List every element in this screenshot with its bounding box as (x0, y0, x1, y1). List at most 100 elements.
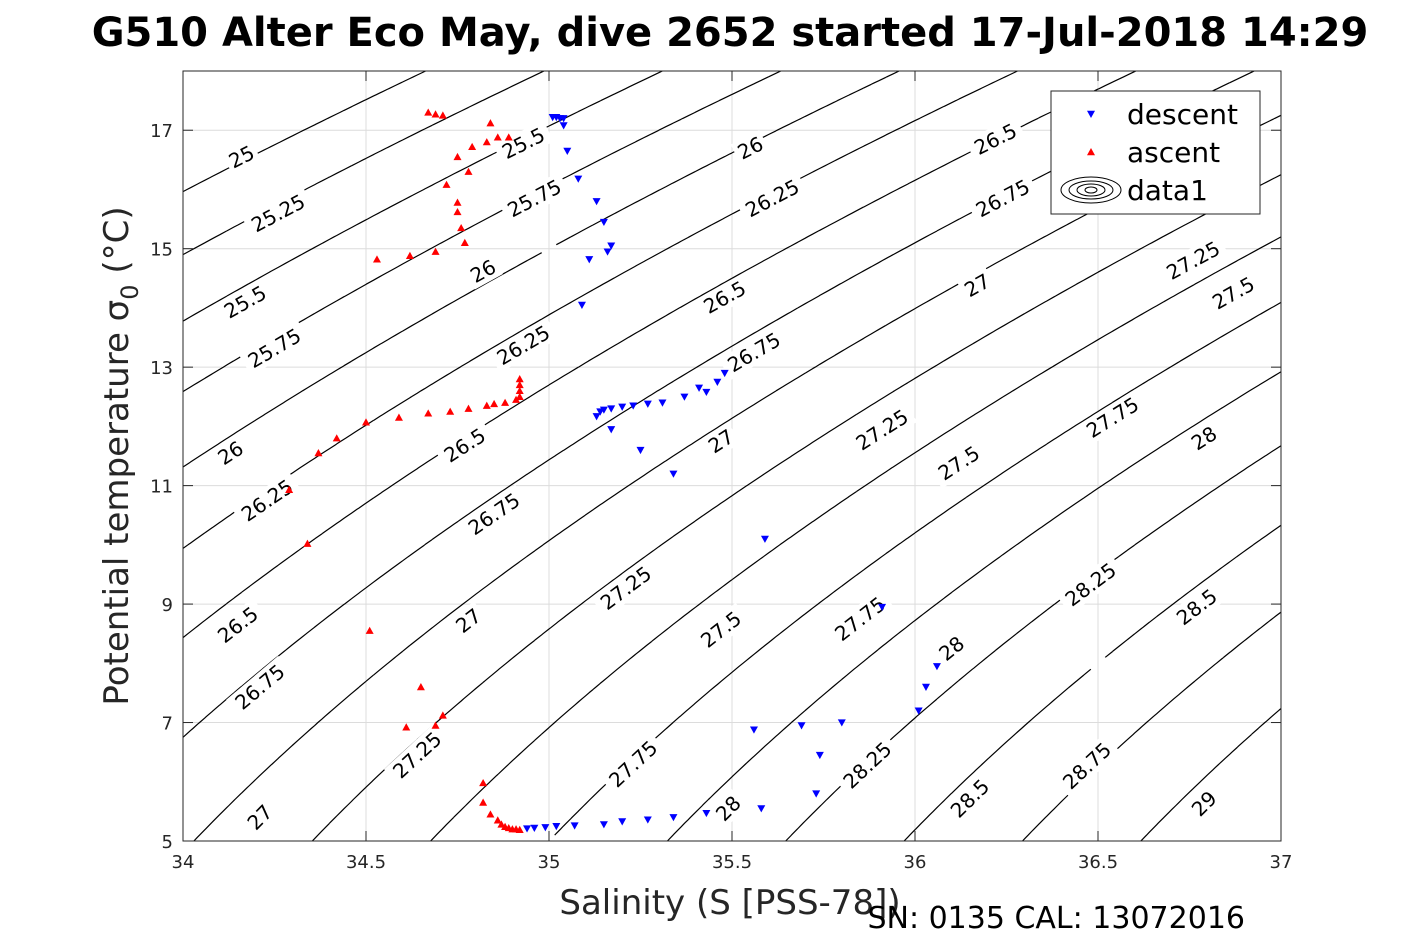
contour-label-bg (1167, 580, 1227, 634)
ascent-point (479, 798, 488, 806)
ascent-point (501, 398, 510, 406)
legend: descent ascent data1 (1050, 90, 1261, 215)
contour-label-bg (730, 130, 770, 166)
legend-label-descent: descent (1127, 98, 1238, 131)
contour-label-bg (208, 598, 268, 652)
density-contours: 2525.2525.525.752626.2526.526.752725.525… (182, 70, 1282, 842)
descent-point (932, 663, 941, 671)
contour-label-bg (846, 401, 918, 459)
legend-box (1050, 90, 1261, 215)
contour-label-bg (240, 797, 280, 838)
chart-title: G510 Alter Eco May, dive 2652 started 17… (92, 10, 1369, 56)
contour-label-bg (214, 277, 276, 327)
ascent-point (332, 434, 341, 442)
descent-point (636, 446, 645, 455)
descent-point (592, 198, 601, 206)
descent-point (702, 388, 711, 397)
contour-label-bg (434, 420, 495, 471)
contour-label-bg (957, 267, 998, 304)
descent-point (713, 378, 722, 386)
ascent-point (453, 152, 462, 161)
ascent-point (431, 247, 440, 255)
descent-point (815, 751, 824, 760)
ascent-point (446, 407, 455, 415)
descent-point (603, 248, 612, 256)
contour-label-bg (1203, 268, 1264, 318)
ascent-point (442, 180, 451, 188)
ascent-point (285, 485, 294, 493)
contour-label-bg (492, 120, 554, 167)
ascent-point (490, 399, 499, 408)
contour-label-bg (701, 422, 741, 460)
ascent-point (504, 133, 513, 141)
ascent-point (424, 108, 433, 116)
legend-contour-icon (1060, 176, 1122, 204)
contour-label-bg (463, 252, 503, 290)
legend-marker-descent (1087, 110, 1095, 118)
x-tick-label: 35 (538, 852, 561, 873)
ascent-point (482, 138, 491, 146)
legend-contour-icon (1076, 183, 1106, 197)
descent-point (607, 242, 616, 250)
legend-contour-icon (1084, 186, 1098, 194)
contour-label-bg (226, 655, 294, 719)
contour-label-bg (825, 588, 895, 650)
data-points (285, 108, 941, 833)
ascent-point (464, 404, 473, 412)
y-axis-label: Potential temperature σ0 (°C) (97, 206, 144, 705)
ascent-point (438, 111, 447, 119)
ascent-point (515, 825, 524, 833)
legend-label-ascent: ascent (1127, 136, 1220, 169)
descent-point (669, 814, 678, 822)
ascent-point (424, 409, 433, 417)
contour-label-bg (221, 138, 262, 175)
y-tick-label: 13 (150, 358, 173, 379)
ascent-point (431, 110, 440, 118)
isopycnal-27-5 (430, 236, 1282, 842)
contour-label-bg (941, 770, 999, 827)
contour-label-bg (691, 602, 751, 657)
ascent-point (453, 198, 462, 206)
descent-point (837, 719, 846, 727)
y-axis-label-main: Potential temperature σ (97, 300, 137, 706)
ascent-point (405, 251, 414, 259)
isopycnal-28 (666, 371, 1282, 842)
descent-point (749, 726, 758, 734)
contour-label-bg (384, 723, 451, 787)
descent-point (607, 405, 616, 413)
descent-point (921, 683, 930, 691)
descent-point (695, 384, 704, 392)
descent-point (585, 256, 594, 264)
descent-point (599, 406, 608, 414)
descent-point (643, 816, 652, 824)
ascent-point (394, 413, 403, 421)
ascent-point (493, 133, 502, 141)
descent-point (914, 707, 923, 715)
ascent-point (460, 238, 469, 246)
footer-serial-cal: SN: 0135 CAL: 13072016 (867, 901, 1245, 936)
contour-label-bg (1053, 733, 1121, 798)
descent-point (760, 535, 769, 543)
y-tick-label: 15 (150, 240, 173, 261)
descent-point (530, 824, 539, 832)
ascent-point (362, 418, 370, 426)
ascent-point (416, 683, 425, 691)
descent-point (878, 603, 887, 612)
legend-label-data1: data1 (1127, 174, 1208, 207)
ascent-point (486, 119, 495, 127)
y-tick-label: 17 (150, 121, 173, 142)
contour-label-bg (1077, 389, 1148, 446)
axes: 34 34.5 35 35.5 36 36.5 37 5 7 9 11 13 15 17 (150, 70, 1292, 873)
ascent-point (464, 167, 473, 175)
x-tick-label: 36.5 (1078, 852, 1118, 873)
contour-label-bg (708, 788, 749, 829)
descent-point (559, 122, 568, 130)
y-axis-label-unit: (°C) (97, 206, 137, 284)
descent-point (643, 400, 652, 408)
ascent-point (372, 255, 381, 263)
contour-label-bg (1056, 554, 1126, 615)
descent-point (599, 218, 608, 227)
descent-point (563, 147, 572, 155)
descent-point (559, 115, 568, 123)
